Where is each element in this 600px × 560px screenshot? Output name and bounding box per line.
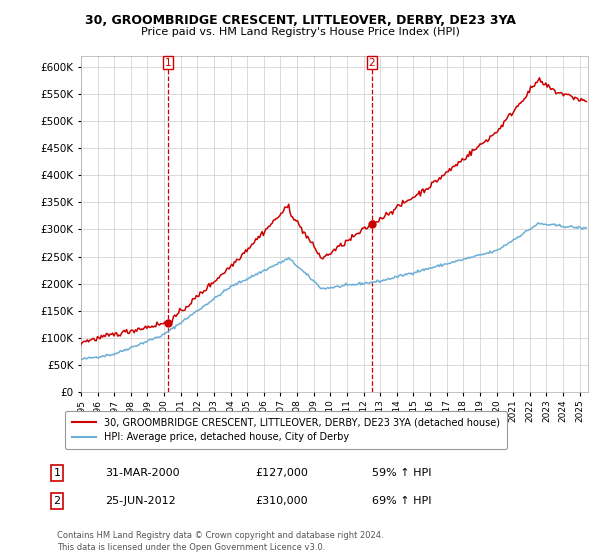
Text: This data is licensed under the Open Government Licence v3.0.: This data is licensed under the Open Gov… xyxy=(57,543,325,552)
Text: 2: 2 xyxy=(53,496,61,506)
Text: £310,000: £310,000 xyxy=(255,496,308,506)
Text: Contains HM Land Registry data © Crown copyright and database right 2024.: Contains HM Land Registry data © Crown c… xyxy=(57,531,383,540)
Legend: 30, GROOMBRIDGE CRESCENT, LITTLEOVER, DERBY, DE23 3YA (detached house), HPI: Ave: 30, GROOMBRIDGE CRESCENT, LITTLEOVER, DE… xyxy=(65,410,506,449)
Text: 69% ↑ HPI: 69% ↑ HPI xyxy=(372,496,431,506)
Text: 59% ↑ HPI: 59% ↑ HPI xyxy=(372,468,431,478)
Text: 2: 2 xyxy=(368,58,375,68)
Text: 1: 1 xyxy=(53,468,61,478)
Text: £127,000: £127,000 xyxy=(255,468,308,478)
Text: 31-MAR-2000: 31-MAR-2000 xyxy=(105,468,179,478)
Text: Price paid vs. HM Land Registry's House Price Index (HPI): Price paid vs. HM Land Registry's House … xyxy=(140,27,460,37)
Text: 30, GROOMBRIDGE CRESCENT, LITTLEOVER, DERBY, DE23 3YA: 30, GROOMBRIDGE CRESCENT, LITTLEOVER, DE… xyxy=(85,14,515,27)
Text: 25-JUN-2012: 25-JUN-2012 xyxy=(105,496,176,506)
Text: 1: 1 xyxy=(165,58,172,68)
